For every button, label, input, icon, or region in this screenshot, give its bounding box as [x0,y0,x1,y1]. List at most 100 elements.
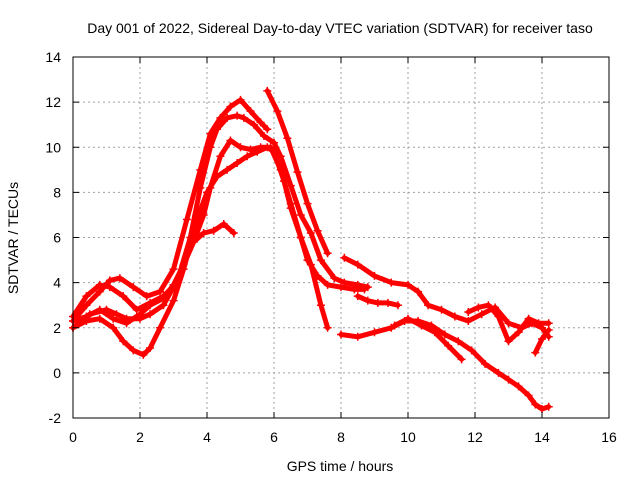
data-point [206,183,215,192]
data-point [437,305,446,314]
data-point [467,346,476,355]
series-arc2 [69,143,369,359]
data-point [132,305,141,314]
data-point [82,312,91,321]
data-point [504,319,513,328]
x-tick-label: 12 [467,429,483,445]
data-point [286,199,295,208]
data-point [82,301,91,310]
data-point [504,337,513,346]
data-point [159,292,168,301]
series-line [70,144,367,358]
data-point [387,278,396,287]
data-point [296,233,305,242]
data-point [122,319,131,328]
data-point [494,312,503,321]
data-point [313,226,322,235]
data-point [119,292,128,301]
series-arc10 [390,314,466,364]
data-point [450,312,459,321]
data-point [169,296,178,305]
x-axis-label: GPS time / hours [287,458,394,474]
data-point [524,391,533,400]
y-tick-label: 4 [53,275,61,291]
data-point [146,310,155,319]
data-point [256,143,265,152]
data-point [82,292,91,301]
data-point [95,305,104,314]
data-point [538,335,546,344]
data-point [182,215,191,224]
data-point [233,111,242,120]
data-point [119,337,128,346]
data-point [169,265,178,274]
data-point [544,402,553,411]
data-point [444,341,453,350]
data-point [209,226,218,235]
y-axis-label: SDTVAR / TECUs [5,182,21,294]
data-point [223,113,232,122]
data-point [105,283,114,292]
series-line [338,318,552,412]
data-point [316,256,325,265]
data-point [95,287,104,296]
data-point [337,330,345,339]
series-arc12 [531,326,553,357]
data-point [370,328,379,337]
data-point [390,321,399,330]
data-point [534,319,543,328]
data-point [199,210,208,219]
data-point [353,260,362,269]
data-point [414,287,423,296]
data-point [293,168,302,177]
data-point [229,228,238,237]
data-point [283,134,292,143]
data-point [340,253,349,262]
chart-title: Day 001 of 2022, Sidereal Day-to-day VTE… [87,20,593,36]
tick-labels: 0 2 4 6 8 10 12 14 16 -2 0 2 4 6 8 10 12 14 [45,49,617,445]
data-point [156,323,165,332]
data-point [246,145,255,154]
y-tick-label: 10 [45,139,61,155]
data-point [484,301,493,310]
data-point [286,181,295,190]
data-point [474,303,483,312]
data-point [353,292,362,301]
data-point [115,274,124,283]
data-point [156,287,165,296]
axis-ticks [72,56,610,419]
y-tick-label: 12 [45,94,61,110]
x-tick-label: 16 [601,429,617,445]
x-tick-label: 8 [337,429,345,445]
data-point [206,129,215,138]
data-point [363,283,372,292]
data-point [353,280,362,289]
data-point [296,210,305,219]
data-point [246,107,255,116]
data-point [236,143,245,152]
data-point [337,283,345,292]
y-tick-label: 8 [53,184,61,200]
x-tick-label: 6 [270,429,278,445]
data-point [373,298,382,307]
data-point [273,107,282,116]
data-point [504,375,513,384]
series-arc5 [69,95,272,325]
data-point [494,368,503,377]
series-arc4 [69,111,372,321]
x-tick-label: 2 [136,429,144,445]
data-point [270,138,278,147]
data-point [196,165,205,174]
data-point [323,249,332,258]
x-tick-label: 14 [534,429,550,445]
data-point [531,348,540,357]
data-point [323,323,332,332]
data-point [404,314,412,323]
y-tick-label: 2 [53,320,61,336]
data-point [239,113,248,122]
data-point [481,359,490,368]
data-point [417,321,426,330]
data-point [303,199,312,208]
y-tick-label: 0 [53,365,61,381]
data-point [146,298,155,307]
